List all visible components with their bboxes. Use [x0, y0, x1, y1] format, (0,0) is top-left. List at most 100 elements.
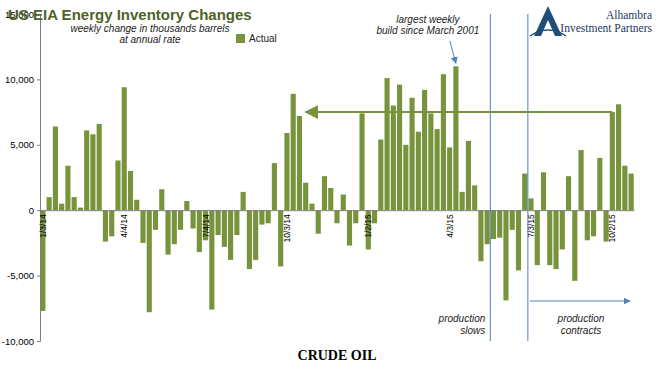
bar	[347, 210, 352, 245]
bar	[234, 210, 239, 235]
x-tick-label: 4/4/14	[119, 214, 129, 238]
x-tick: 10/2/15	[607, 210, 617, 242]
bar	[472, 185, 477, 210]
bar	[453, 66, 458, 210]
bar	[97, 124, 102, 210]
y-tick: 5,000	[10, 139, 40, 150]
bar	[553, 210, 558, 269]
bar	[328, 188, 333, 210]
y-tick: 10,000	[5, 74, 40, 85]
bar	[522, 174, 527, 211]
y-tick: 0	[29, 205, 40, 216]
bar	[90, 134, 95, 210]
y-axis: -10,000-5,00005,00010,00015,000	[2, 9, 41, 347]
bar	[172, 210, 177, 244]
bar	[109, 210, 114, 236]
bar	[478, 210, 483, 261]
legend: Actual	[236, 33, 277, 44]
bars	[40, 66, 633, 312]
bar	[616, 104, 621, 210]
marker-line	[527, 14, 528, 341]
bar	[228, 210, 233, 260]
annotation-text: build since March 2001	[376, 25, 479, 36]
chart-svg: -10,000-5,00005,00010,00015,0001/3/144/4…	[0, 0, 659, 386]
y-tick-mark	[37, 210, 40, 211]
bar	[115, 160, 120, 210]
bar	[222, 210, 227, 247]
y-tick-label: -10,000	[2, 336, 34, 347]
bar	[322, 176, 327, 210]
bar	[491, 210, 496, 239]
bar	[516, 210, 521, 270]
bar	[147, 210, 152, 312]
bar	[447, 147, 452, 210]
x-tick-label: 1/2/15	[363, 214, 373, 238]
subtitle: weekly change in thousands barrels	[71, 23, 230, 34]
bar	[597, 158, 602, 210]
bar	[153, 210, 158, 230]
y-tick-label: 5,000	[10, 139, 34, 150]
bar	[422, 90, 427, 210]
y-tick-mark	[37, 341, 40, 342]
bar	[241, 192, 246, 210]
bar	[103, 210, 108, 241]
y-tick-mark	[37, 145, 40, 146]
bar	[47, 197, 52, 210]
bar	[629, 174, 634, 211]
bar	[65, 166, 70, 210]
x-tick: 7/4/14	[201, 210, 211, 238]
x-tick: 4/4/14	[119, 210, 129, 238]
logo-text: Investment Partners	[560, 22, 652, 34]
bar	[416, 132, 421, 210]
bar	[503, 210, 508, 300]
range-arrow	[530, 301, 630, 302]
bar	[485, 210, 490, 244]
legend-label: Actual	[249, 33, 277, 44]
bar	[291, 94, 296, 210]
y-tick-label: -5,000	[7, 270, 34, 281]
bar	[435, 129, 440, 210]
bar	[397, 85, 402, 211]
bar	[622, 166, 627, 210]
bar	[72, 197, 77, 210]
bar	[359, 113, 364, 210]
y-tick: -5,000	[7, 270, 40, 281]
logo-text: Alhambra	[606, 9, 652, 21]
x-tick-label: 1/3/14	[38, 214, 48, 238]
bar	[159, 189, 164, 210]
y-tick-label: 0	[29, 205, 34, 216]
bar	[572, 210, 577, 281]
x-tick-label: 10/3/14	[282, 214, 292, 243]
bar	[259, 210, 264, 224]
bar	[466, 141, 471, 210]
bar	[610, 112, 615, 210]
bar	[578, 150, 583, 210]
x-axis: 1/3/144/4/147/4/1410/3/141/2/154/3/157/3…	[38, 210, 635, 242]
bar	[591, 210, 596, 236]
bar	[460, 192, 465, 210]
marker-line	[490, 14, 491, 341]
bar	[334, 210, 339, 223]
bar	[391, 106, 396, 211]
x-tick: 4/3/15	[445, 210, 455, 238]
bar	[560, 210, 565, 249]
bar	[272, 163, 277, 210]
bar	[84, 130, 89, 210]
y-tick-label: 10,000	[5, 74, 34, 85]
bar	[410, 98, 415, 210]
bar	[547, 210, 552, 265]
logo: AlhambraInvestment Partners	[530, 6, 653, 36]
x-tick-label: 4/3/15	[445, 214, 455, 238]
y-tick: -10,000	[2, 336, 40, 347]
bar	[510, 210, 515, 230]
bar	[178, 210, 183, 230]
bar	[316, 210, 321, 234]
annotation-text: slows	[460, 325, 485, 336]
level-arrow	[306, 111, 613, 113]
bar	[266, 210, 271, 223]
zero-line	[41, 210, 635, 211]
annotation-text: production	[557, 313, 605, 324]
x-tick-label: 7/4/14	[201, 214, 211, 238]
y-axis-line	[37, 15, 41, 342]
x-axis-title: CRUDE OIL	[298, 348, 377, 363]
